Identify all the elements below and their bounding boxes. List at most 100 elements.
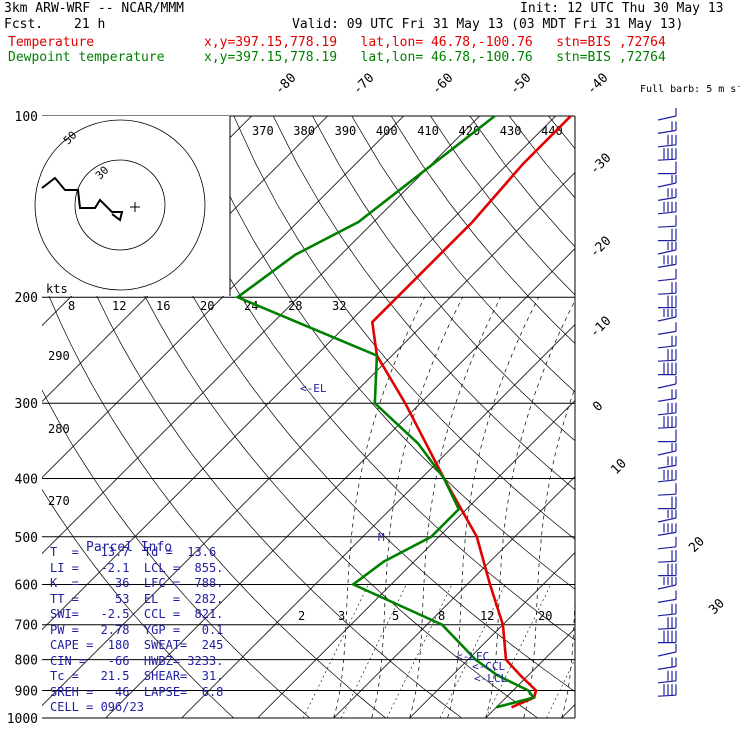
- theta-label: 400: [376, 124, 398, 138]
- wind-barb: [657, 584, 677, 590]
- wind-barb: [657, 182, 677, 188]
- wind-barb: [657, 517, 677, 523]
- mixing-ratio-label: 12: [480, 609, 494, 623]
- pressure-tick-label: 700: [15, 619, 38, 634]
- isotherm: [181, 324, 575, 719]
- hodograph-trace: [41, 176, 124, 222]
- hodograph-speed-label: 20: [200, 299, 214, 313]
- isotherm: [485, 628, 575, 719]
- theta-label: 420: [459, 124, 481, 138]
- moist-adiabat: [485, 299, 575, 719]
- wind-barb: [657, 450, 677, 456]
- wind-barb: [657, 613, 677, 617]
- dry-adiabat: [115, 116, 575, 692]
- parcel-row: TT = 53 EL = 282.: [50, 591, 224, 606]
- wind-barb: [657, 345, 677, 349]
- mixing-ratio-label: 20: [538, 609, 552, 623]
- dry-adiabat: [42, 488, 234, 719]
- isotherm-label: -80: [272, 71, 299, 98]
- isotherm: [42, 116, 404, 479]
- valid-time: Valid: 09 UTC Fri 31 May 13 (03 MDT Fri …: [292, 17, 684, 32]
- init-time: Init: 12 UTC Thu 30 May 13: [520, 1, 724, 16]
- profile-annotation: <-LCL: [474, 672, 507, 685]
- mixing-ratio-line: [302, 584, 369, 719]
- dry-adiabat: [548, 116, 575, 150]
- isotherm: [257, 400, 575, 719]
- fcst-value: 21 h: [74, 17, 106, 32]
- wind-barb: [657, 196, 677, 201]
- isotherm: [409, 552, 575, 719]
- isotherm-label: -10: [587, 314, 614, 341]
- profile-annotation: <-CCL: [472, 660, 505, 673]
- theta-label-lower: 290: [48, 349, 70, 363]
- theta-label: 370: [252, 124, 274, 138]
- pressure-tick-label: 800: [15, 654, 38, 669]
- model-title: 3km ARW-WRF -- NCAR/MMM: [4, 1, 185, 16]
- wind-barb: [657, 598, 677, 603]
- mixing-ratio-line: [546, 658, 575, 719]
- parcel-row: SREH = 46 LAPSE= 6.8: [50, 684, 224, 699]
- isotherm-label: -60: [429, 71, 456, 98]
- pressure-tick-label: 100: [15, 110, 38, 125]
- wind-barb: [657, 493, 677, 496]
- isotherm: [105, 248, 575, 719]
- wind-barb: [657, 225, 677, 228]
- pressure-tick-label: 500: [15, 531, 38, 546]
- parcel-row: LI = -2.1 LCL = 855.: [50, 560, 224, 575]
- dry-adiabat: [272, 116, 575, 491]
- wind-barb: [657, 129, 677, 134]
- moist-adiabat: [638, 297, 729, 718]
- parcel-row: CELL = 096/23: [50, 700, 144, 714]
- pressure-tick-label: 1000: [7, 712, 38, 727]
- theta-label: 440: [541, 124, 563, 138]
- dry-adiabat: [42, 277, 386, 719]
- dry-adiabat: [430, 116, 575, 296]
- moist-adiabat: [409, 297, 501, 719]
- pressure-tick-label: 600: [15, 578, 38, 593]
- hodograph-speed-label: 12: [112, 299, 126, 313]
- hodograph-ring: [34, 119, 206, 291]
- mixing-ratio-label: 2: [298, 609, 305, 623]
- wind-barb: [657, 397, 677, 402]
- hodograph-panel: [42, 116, 230, 296]
- wind-barb: [657, 249, 677, 255]
- dry-adiabat: [508, 116, 575, 199]
- wind-barb-legend: Full barb: 5 m s⁻¹: [640, 84, 740, 95]
- legend-dewpoint: Dewpoint temperature: [8, 50, 165, 65]
- dry-adiabat: [42, 389, 310, 719]
- isotherm-label: -70: [350, 71, 377, 98]
- wind-barb: [657, 383, 677, 389]
- hodograph-ring: [74, 159, 166, 251]
- pressure-tick-label: 200: [15, 291, 38, 306]
- wind-barb: [657, 278, 677, 282]
- dewpoint-profile: [234, 116, 536, 709]
- dry-adiabat: [194, 116, 575, 590]
- dry-adiabat: [312, 116, 575, 442]
- wind-barb: [657, 426, 677, 429]
- dry-adiabat: [154, 116, 575, 641]
- theta-label: 410: [417, 124, 439, 138]
- wind-barb: [657, 560, 677, 563]
- isotherm-label: 0: [590, 399, 606, 415]
- mixing-ratio-label: 8: [438, 609, 445, 623]
- pressure-tick-label: 400: [15, 472, 38, 487]
- mixing-ratio-label: 5: [392, 609, 399, 623]
- profile-annotation: <-LFC: [456, 650, 489, 663]
- moist-adiabat: [447, 297, 539, 719]
- profile-annotation: <-EL: [300, 382, 327, 395]
- dry-adiabat: [351, 116, 575, 393]
- wind-barb: [657, 479, 677, 483]
- profile-annotation: M: [378, 531, 385, 544]
- wind-barb: [657, 144, 677, 148]
- fcst-label: Fcst.: [4, 17, 44, 32]
- moist-adiabat: [371, 297, 463, 719]
- isotherm: [42, 172, 575, 707]
- wind-barb: [657, 158, 677, 161]
- isotherm: [638, 116, 740, 718]
- isotherm-label: 30: [706, 596, 728, 618]
- hodograph-units-label: kts: [46, 282, 68, 296]
- wind-barb: [657, 115, 677, 121]
- moist-adiabat: [600, 297, 691, 718]
- wind-barb: [657, 546, 677, 550]
- wind-barb: [657, 680, 677, 684]
